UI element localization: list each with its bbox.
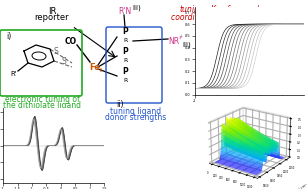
- Text: IR: IR: [48, 6, 56, 15]
- Text: P: P: [122, 26, 128, 36]
- Text: S: S: [54, 46, 58, 56]
- Text: reporter: reporter: [35, 13, 69, 22]
- Text: R: R: [123, 78, 127, 84]
- Text: II: II: [99, 67, 103, 73]
- Text: P: P: [122, 46, 128, 56]
- Text: CO: CO: [65, 36, 77, 46]
- Text: R'N: R'N: [118, 6, 131, 15]
- Text: the dithiolate ligand: the dithiolate ligand: [3, 101, 81, 111]
- Text: +: +: [178, 35, 182, 40]
- Text: electronic tuning of: electronic tuning of: [5, 94, 80, 104]
- Text: iii): iii): [182, 42, 191, 48]
- Text: donor strengths: donor strengths: [105, 114, 167, 122]
- Text: coordination sphere base: coordination sphere base: [171, 12, 269, 22]
- Text: R': R': [11, 71, 17, 77]
- Text: i): i): [6, 32, 11, 40]
- X-axis label: E / V vs Ag|Ag$^+$: E / V vs Ag|Ag$^+$: [233, 104, 266, 113]
- Text: R: R: [123, 59, 127, 64]
- Y-axis label: wavenumber / cm$^{-1}$: wavenumber / cm$^{-1}$: [282, 181, 307, 189]
- Text: R: R: [123, 39, 127, 43]
- Text: ii): ii): [116, 101, 123, 109]
- Text: P: P: [122, 67, 128, 75]
- Text: Fe: Fe: [90, 63, 100, 71]
- Text: S: S: [62, 57, 66, 66]
- Text: NR': NR': [168, 36, 181, 46]
- Text: tuning p$K_a$ of second: tuning p$K_a$ of second: [179, 2, 261, 15]
- Text: iii): iii): [132, 5, 141, 11]
- Text: tuning ligand: tuning ligand: [111, 106, 161, 115]
